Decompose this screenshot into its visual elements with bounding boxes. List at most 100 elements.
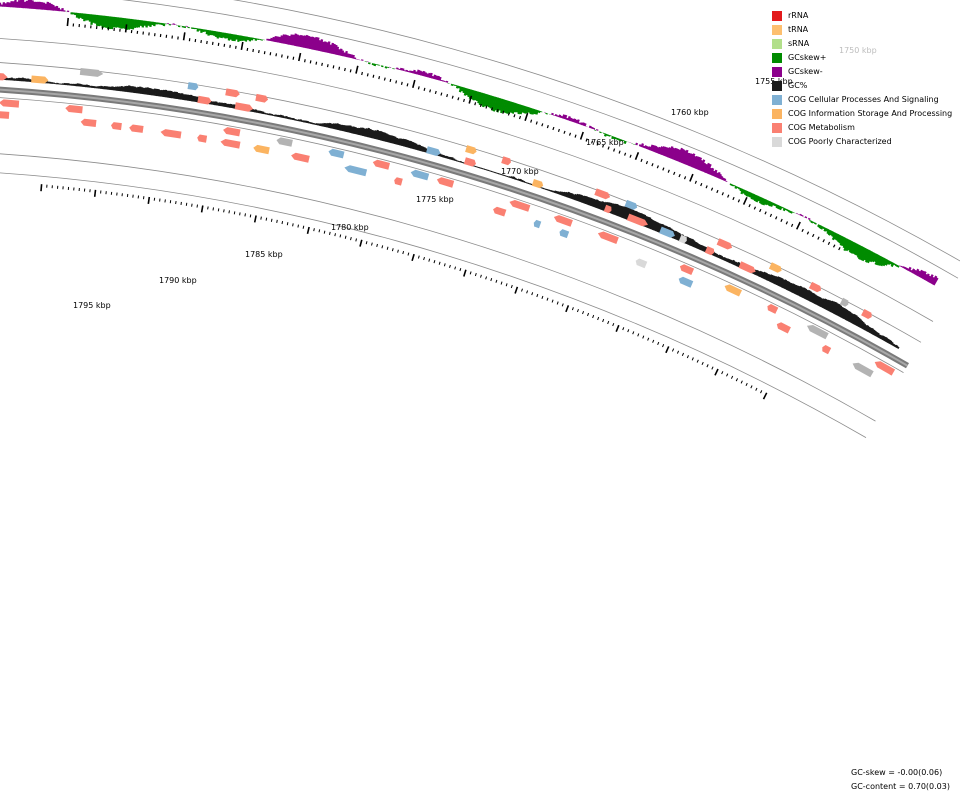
gc-bar [109,86,112,91]
scale-tick [326,64,329,68]
skew-bar [337,49,341,56]
inner-scale-tick [233,211,236,215]
skew-bar [200,28,203,33]
scale-tick [479,103,482,107]
skew-bar [531,108,536,115]
skew-bar [61,8,64,12]
skew-bar [396,67,399,70]
gc-bar [621,206,628,219]
scale-tick [574,134,577,138]
gc-bar [388,135,393,144]
legend-swatch [772,25,782,35]
gc-bar [622,206,630,219]
gc-bar [766,274,772,281]
gc-bar [404,139,409,148]
skew-bar [750,193,755,200]
gc-bar [356,127,361,135]
skew-bar [162,23,166,27]
gene-arrow [111,122,122,131]
inner-scale-tick [359,239,363,247]
skew-bar [731,184,734,187]
skew-bar [99,15,104,26]
scale-tick [822,239,825,243]
gc-bar [799,287,806,298]
gc-bar [91,85,94,88]
inner-scale-tick [355,238,357,242]
gene-arrow [679,264,695,275]
inner-scale-tick [510,284,513,289]
gc-bar [501,174,505,176]
gc-bar [410,141,414,149]
scale-tick [721,192,724,196]
inner-scale-tick [200,205,204,213]
scale-tick [321,62,323,66]
scale-tick [629,154,632,158]
tick-label: 1775 kbp [416,195,454,204]
skew-bar [166,23,170,25]
scale-tick [634,152,640,160]
skew-bar [301,35,307,48]
gc-bar [294,118,297,121]
gc-bar [395,138,400,145]
skew-bar [281,34,286,44]
skew-bar [919,270,925,278]
gc-bar [869,327,874,334]
inner-scale-tick [735,378,739,382]
gc-bar [675,232,681,241]
scale-tick [673,171,676,176]
skew-bar [631,143,634,145]
inner-scale-tick [676,350,680,354]
scale-tick [832,244,836,248]
gc-bar [527,182,531,185]
gc-bar [804,289,811,300]
skew-bar [672,148,679,160]
skew-bar [907,266,912,272]
skew-bar [149,21,153,27]
skew-bar [820,225,824,230]
skew-bar [842,238,850,249]
skew-bar [492,97,499,112]
inner-scale-tick [196,204,198,208]
scale-tick [769,213,773,218]
inner-scale-tick [428,258,431,262]
gene-arrow [223,127,241,137]
skew-bar [484,94,490,107]
inner-scale-tick [93,189,97,197]
gene-arrow [80,118,97,127]
gene-arrow [344,165,368,177]
inner-scale-tick [556,301,559,305]
inner-scale-tick [344,235,347,239]
skew-bar [237,35,241,42]
skew-bar [500,99,507,114]
skew-bar [690,155,697,168]
skew-bar [603,133,608,137]
skew-bar [848,242,856,253]
gene-arrow [533,219,542,229]
inner-scale-tick [632,331,635,335]
skew-bar [472,90,478,101]
scale-tick [507,112,510,116]
skew-bar [861,249,870,262]
gc-bar [17,77,21,82]
legend-label: tRNA [788,25,809,34]
scale-tick [838,247,841,251]
inner-scale-tick [721,371,724,375]
gc-bar [498,173,501,175]
gc-bar [92,86,96,89]
skew-bar [887,260,892,265]
scale-tick [406,83,409,87]
gc-bar [417,144,421,151]
scale-tick [124,24,128,33]
gc-bar [856,318,862,327]
gc-bar [796,285,803,296]
gene-arrow [553,215,573,227]
skew-bar [601,132,604,133]
gc-bar [397,138,402,146]
gc-bar [848,313,855,323]
scale-tick [246,47,249,52]
scale-tick [491,107,494,111]
skew-bar [863,249,872,261]
scale-tick [579,131,584,140]
skew-bar [502,100,508,113]
inner-scale-tick [270,218,273,222]
